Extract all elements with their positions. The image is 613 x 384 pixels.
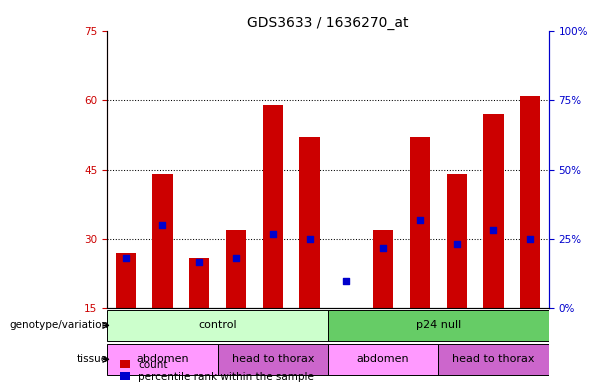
Bar [328,344,438,375]
Bar [328,310,549,341]
Bar [189,258,210,308]
Point [305,236,314,242]
Bar [299,137,320,308]
Point [341,278,351,284]
Point [452,240,462,247]
Point [525,236,535,242]
Bar [153,174,173,308]
Text: head to thorax: head to thorax [452,354,535,364]
Point [121,255,131,261]
Point [268,231,278,237]
Point [378,245,388,252]
Text: tissue: tissue [77,354,108,364]
Title: GDS3633 / 1636270_at: GDS3633 / 1636270_at [247,16,409,30]
Bar [115,253,135,308]
Bar [107,344,218,375]
Bar [409,137,430,308]
Bar [107,310,328,341]
Point [158,222,167,228]
Bar [447,174,467,308]
Bar [373,230,394,308]
Bar [438,344,549,375]
Point [415,217,425,223]
Legend: count, percentile rank within the sample: count, percentile rank within the sample [118,359,315,382]
Point [194,259,204,265]
Point [231,255,241,261]
Text: p24 null: p24 null [416,320,461,330]
Bar [226,230,246,308]
Text: abdomen: abdomen [136,354,189,364]
Text: control: control [198,320,237,330]
Text: abdomen: abdomen [357,354,409,364]
Bar [263,105,283,308]
Bar [484,114,504,308]
Bar [520,96,541,308]
Point [489,227,498,233]
Bar [218,344,328,375]
Text: head to thorax: head to thorax [232,354,314,364]
Text: genotype/variation: genotype/variation [9,320,108,330]
